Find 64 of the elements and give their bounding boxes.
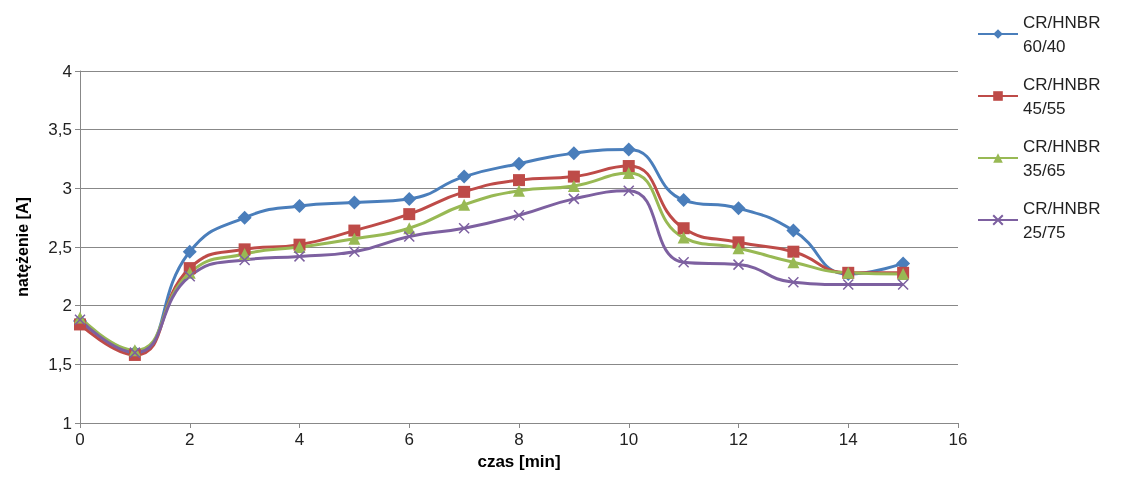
point <box>512 156 526 171</box>
point <box>676 193 691 208</box>
point <box>677 222 690 235</box>
point <box>567 170 580 183</box>
point <box>237 210 252 225</box>
x-tick-label: 2 <box>185 430 195 449</box>
legend-label: CR/HNBR 45/55 <box>1023 74 1106 118</box>
point <box>842 278 854 291</box>
point <box>732 258 745 271</box>
point <box>238 254 251 266</box>
point <box>787 245 800 258</box>
point <box>897 278 909 291</box>
x-axis-title: czas [min] <box>477 452 561 471</box>
point <box>513 209 525 222</box>
point <box>621 142 636 157</box>
point <box>567 179 580 192</box>
point <box>184 270 196 283</box>
point <box>402 191 417 206</box>
point <box>458 185 471 198</box>
point <box>622 167 635 180</box>
y-tick-label: 3,5 <box>48 120 72 140</box>
point <box>677 256 690 268</box>
point <box>403 208 416 221</box>
point <box>622 160 635 173</box>
point <box>348 232 361 245</box>
point <box>348 245 361 258</box>
point <box>458 222 470 234</box>
y-tick-label: 2 <box>62 296 72 316</box>
y-tick-label: 3 <box>62 178 72 198</box>
point <box>623 184 635 197</box>
point <box>182 244 197 259</box>
point <box>787 276 800 288</box>
point <box>293 250 306 263</box>
point <box>403 230 415 243</box>
y-tick-label: 1 <box>62 413 72 433</box>
x-tick-label: 10 <box>619 430 639 449</box>
y-tick-label: 2,5 <box>48 237 72 257</box>
y-tick-label: 1,5 <box>48 354 72 374</box>
x-tick-label: 4 <box>294 430 305 449</box>
point <box>732 242 745 255</box>
y-axis-title: natężenie [A] <box>13 197 31 297</box>
point <box>787 256 800 269</box>
y-tick-label: 4 <box>62 61 72 81</box>
point <box>348 224 361 237</box>
x-tick-label: 14 <box>838 430 858 449</box>
legend-label: CR/HNBR 60/40 <box>1023 12 1106 56</box>
point <box>566 146 581 161</box>
point <box>513 184 525 197</box>
x-tick-label: 12 <box>729 430 748 449</box>
x-tick-label: 16 <box>948 430 968 449</box>
point <box>731 201 746 216</box>
point <box>568 193 580 205</box>
legend-label: CR/HNBR 35/65 <box>1023 136 1106 180</box>
point <box>786 223 801 238</box>
legend-label: CR/HNBR 25/75 <box>1023 198 1106 242</box>
point <box>513 174 525 187</box>
point <box>458 198 471 211</box>
point <box>457 169 472 184</box>
x-tick-label: 8 <box>514 430 524 449</box>
point <box>677 231 690 244</box>
point <box>347 195 362 210</box>
point <box>292 198 307 213</box>
x-tick-label: 0 <box>75 430 85 449</box>
x-tick-label: 6 <box>404 430 414 449</box>
